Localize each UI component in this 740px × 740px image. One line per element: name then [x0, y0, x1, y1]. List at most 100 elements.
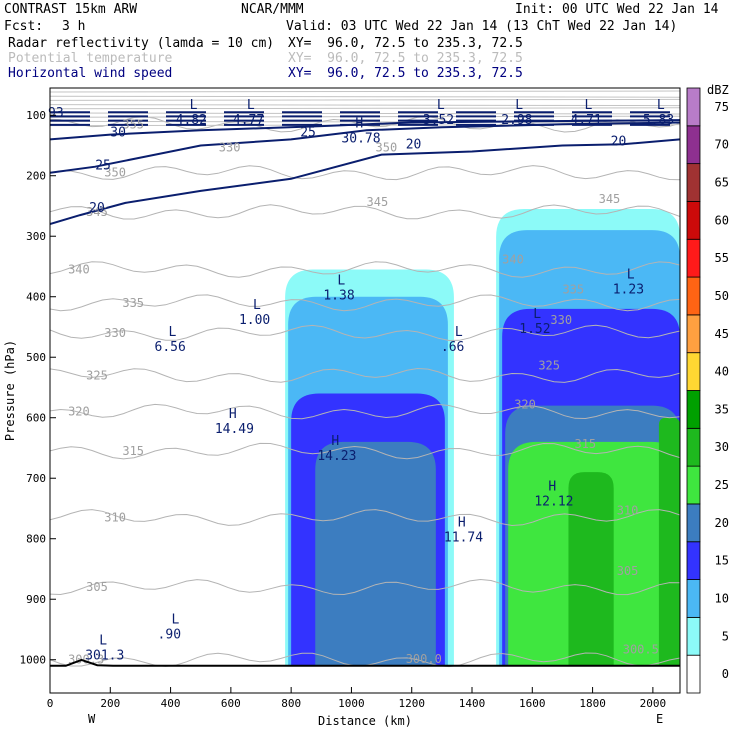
extremum-value: 4.71: [571, 113, 602, 128]
field-xy-wind: XY= 96.0, 72.5 to 235.3, 72.5: [288, 66, 523, 81]
colorbar-layer: 0 5 10 15 20 25 30 35 40 45 50 55 60 65 70 75 dBZ: [686, 83, 729, 694]
theta-label-315: 315: [574, 437, 596, 451]
wind-contour-25: [50, 121, 680, 174]
colorbar-label-0: 0: [722, 667, 729, 681]
extremum-value: 2.98: [501, 113, 532, 128]
theta-contour-335: [50, 294, 680, 312]
colorbar-label-75: 75: [715, 100, 729, 114]
x-tick-label: 1200: [398, 697, 425, 710]
extremum-L-marker: L: [337, 274, 345, 289]
x-tick-label: 1400: [459, 697, 486, 710]
extremum-L-marker: L: [169, 325, 177, 340]
colorbar-swatch-50: [686, 276, 701, 316]
theta-label-340: 340: [68, 263, 90, 277]
reflectivity-layer: [285, 209, 680, 666]
colorbar-label-45: 45: [715, 327, 729, 341]
theta-label-330: 330: [219, 141, 241, 155]
colorbar-swatch-60: [686, 201, 701, 240]
y-tick-label: 100: [26, 109, 46, 122]
extremum-value: 14.49: [215, 422, 254, 437]
theta-label-305: 305: [617, 564, 639, 578]
theta-contour-330: [50, 324, 680, 342]
extremum-value: 30.78: [341, 131, 380, 146]
wind-label-25: 25: [95, 159, 111, 174]
extremum-value: 14.23: [317, 449, 356, 464]
x-tick-label: 1800: [579, 697, 606, 710]
extremum-H-marker: H: [458, 516, 466, 531]
y-tick-label: 500: [26, 351, 46, 364]
reflectivity-region-30dbz: [568, 472, 614, 666]
extremum-value: 11.74: [444, 531, 483, 546]
colorbar-swatch-10: [686, 579, 701, 618]
extremum-L-marker: L: [247, 98, 255, 113]
extremum-value: .66: [441, 340, 464, 355]
colorbar-unit: dBZ: [707, 83, 729, 97]
theta-label-310: 310: [617, 504, 639, 518]
extremum-value: 1.00: [239, 313, 270, 328]
theta-label-300: 300.3: [68, 653, 104, 667]
colorbar-swatch-65: [686, 163, 701, 202]
y-tick-label: 900: [26, 593, 46, 606]
theta-contour-340: [50, 261, 680, 278]
colorbar-label-55: 55: [715, 251, 729, 265]
theta-label-330: 330: [104, 326, 126, 340]
y-tick-label: 200: [26, 170, 46, 183]
extremum-L-marker: L: [533, 307, 541, 322]
reflectivity-region-20dbz: [315, 441, 436, 666]
theta-label-355: 355: [122, 117, 144, 131]
extremum-H-marker: H: [229, 407, 237, 422]
field-name-theta: Potential temperature: [8, 51, 173, 66]
y-tick-label: 800: [26, 533, 46, 546]
wind-label-20: 20: [611, 134, 627, 149]
colorbar-label-35: 35: [715, 402, 729, 416]
colorbar-swatch-40: [686, 352, 701, 391]
x-tick-label: 1600: [519, 697, 546, 710]
extremum-value: 4.77: [233, 113, 264, 128]
theta-label-320: 320: [68, 405, 90, 419]
extremum-value: 3.52: [423, 113, 454, 128]
theta-label-350: 350: [376, 141, 398, 155]
x-axis-title: Distance (km): [318, 714, 412, 728]
extremum-L-marker: L: [437, 98, 445, 113]
extremum-H-marker: H: [355, 116, 363, 131]
y-axis-title: Pressure (hPa): [3, 340, 17, 441]
theta-upper-band-line: [50, 95, 680, 98]
label-layer: 300.3 305 310 315 320 325 330 335 340 345 350 355 34…: [48, 98, 674, 667]
extremum-value: 1.23: [613, 283, 644, 298]
x-tick-label: 600: [221, 697, 241, 710]
y-tick-label: 1000: [20, 654, 47, 667]
wind-contour-20: [50, 138, 680, 226]
theta-label-320: 320: [514, 398, 536, 412]
extremum-value: 1.38: [323, 289, 354, 304]
theta-upper-band-line: [50, 120, 680, 123]
wind-layer: [50, 111, 680, 226]
x-tick-label: 200: [100, 697, 120, 710]
theta-upper-band-line: [50, 112, 680, 115]
colorbar-swatch-15: [686, 541, 701, 580]
endpoint-right-label: E: [656, 712, 663, 726]
extremum-H-marker: H: [331, 434, 339, 449]
colorbar-label-15: 15: [715, 554, 729, 568]
extremum-L-marker: L: [515, 98, 523, 113]
center-title: NCAR/MMM: [241, 2, 304, 17]
wind-label-20: 20: [89, 201, 105, 216]
colorbar-swatch-5: [686, 616, 701, 656]
extremum-value: 6.56: [155, 340, 186, 355]
extremum-L-marker: L: [627, 268, 635, 283]
x-tick-label: 1000: [338, 697, 365, 710]
colorbar-swatch-0: [686, 654, 701, 694]
theta-contour-325: [50, 367, 680, 383]
colorbar-label-50: 50: [715, 289, 729, 303]
y-tick-label: 600: [26, 412, 46, 425]
valid-time: Valid: 03 UTC Wed 22 Jan 14 (13 ChT Wed …: [286, 19, 678, 34]
extremum-value: .90: [158, 627, 181, 642]
theta-label-345: 345: [599, 192, 621, 206]
plot-frame: [49, 87, 681, 694]
theta-label-315: 315: [122, 444, 144, 458]
field-xy-theta: XY= 96.0, 72.5 to 235.3, 72.5: [288, 51, 523, 66]
colorbar-swatch-45: [686, 314, 701, 354]
colorbar-label-60: 60: [715, 213, 729, 227]
theta-upper-band-line: [50, 90, 680, 93]
theta-label-335: 335: [122, 296, 144, 310]
